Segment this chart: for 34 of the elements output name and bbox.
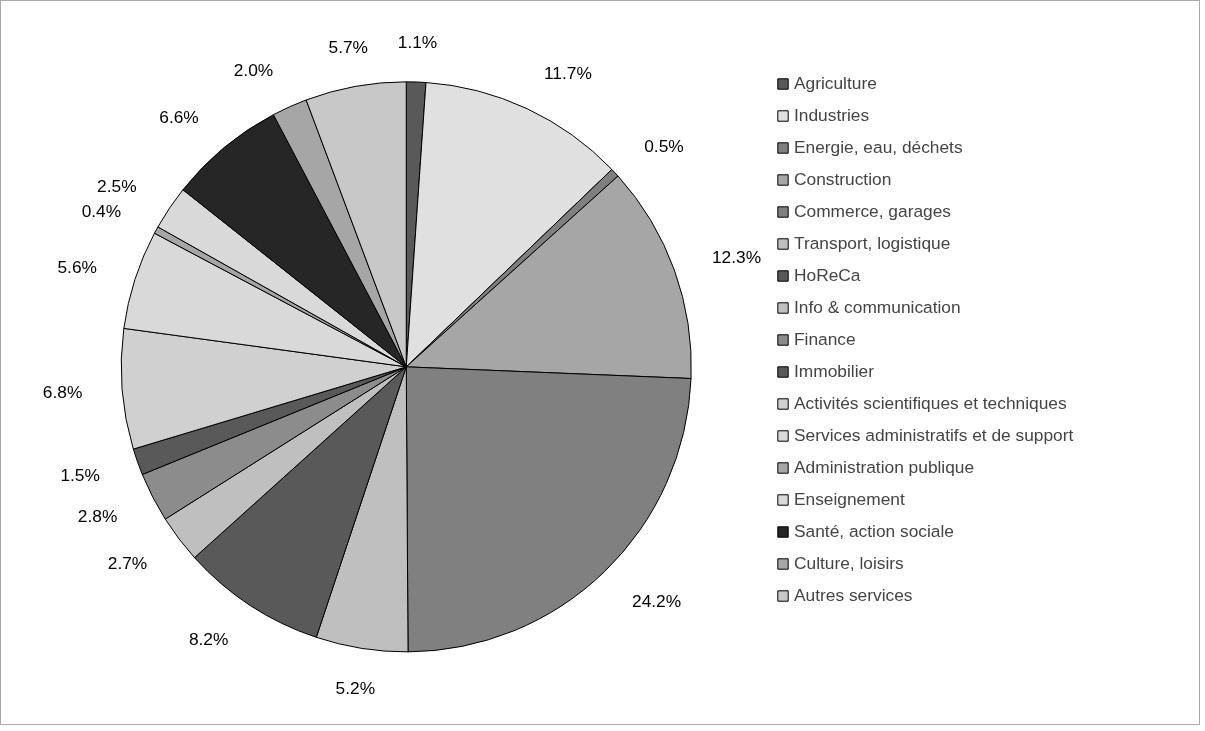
legend-label: Santé, action sociale: [794, 521, 954, 542]
legend-label: Energie, eau, déchets: [794, 137, 963, 158]
data-label: 8.2%: [188, 628, 229, 649]
data-label: 2.7%: [107, 553, 148, 574]
data-label: 0.5%: [644, 135, 684, 156]
legend-label: Culture, loisirs: [794, 553, 904, 574]
data-label: 2.5%: [97, 175, 137, 196]
data-label: 1.1%: [397, 32, 438, 53]
data-label: 0.4%: [81, 200, 122, 221]
data-label: 24.2%: [632, 590, 682, 611]
legend-label: Construction: [794, 169, 892, 190]
legend-label: Industries: [794, 105, 870, 126]
data-label: 12.3%: [711, 246, 762, 267]
legend-label: Services administratifs et de support: [794, 425, 1074, 446]
legend-label: Commerce, garages: [794, 201, 951, 222]
data-label: 6.8%: [42, 382, 83, 403]
legend-label: Autres services: [794, 585, 913, 606]
legend-label: HoReCa: [794, 265, 861, 286]
legend-label: Agriculture: [794, 73, 877, 94]
data-label: 5.6%: [57, 257, 97, 278]
legend-label: Enseignement: [794, 489, 905, 510]
data-label: 1.5%: [60, 465, 100, 486]
data-label: 6.6%: [159, 106, 199, 127]
data-label: 2.0%: [233, 60, 274, 81]
legend-label: Immobilier: [794, 361, 874, 382]
legend-label: Administration publique: [794, 457, 975, 478]
data-label: 5.7%: [328, 37, 369, 58]
legend-label: Transport, logistique: [794, 233, 951, 254]
data-label: 2.8%: [77, 505, 118, 526]
data-label: 11.7%: [543, 62, 592, 83]
legend-label: Info & communication: [794, 297, 961, 318]
legend-label: Activités scientifiques et techniques: [794, 393, 1067, 414]
data-label: 5.2%: [335, 677, 376, 698]
legend-label: Finance: [794, 329, 856, 350]
